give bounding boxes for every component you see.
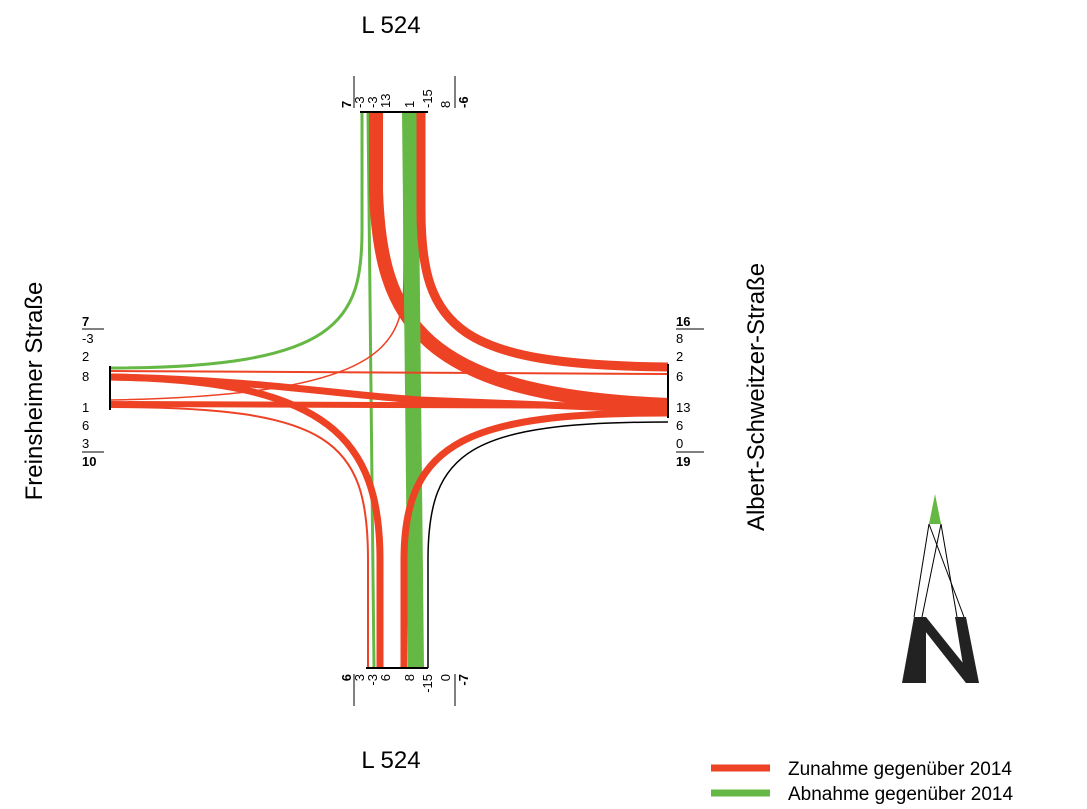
east-in-3: 0 (676, 436, 683, 451)
legend: Zunahme gegenüber 2014 Abnahme gegenüber… (711, 759, 1013, 805)
north-counts: 7 -3 -3 13 1 -15 8 -6 (339, 76, 471, 108)
south-in-3: 0 (438, 674, 453, 681)
flow-north-to-east (369, 112, 669, 412)
south-in-1: 8 (402, 674, 417, 681)
west-total-out: 7 (82, 314, 89, 329)
east-in-1: 13 (676, 400, 690, 415)
north-road-label: L 524 (361, 12, 420, 39)
south-in-2: -15 (420, 674, 435, 693)
east-out-3: 6 (676, 369, 683, 384)
north-total-out: -6 (456, 96, 471, 108)
east-total-in: 19 (676, 454, 690, 469)
east-in-2: 6 (676, 418, 683, 433)
east-out-2: 2 (676, 349, 683, 364)
north-arrow-icon (902, 494, 979, 683)
south-out-3: 6 (378, 674, 393, 681)
flow-east-to-west (109, 401, 669, 409)
south-total-in: -7 (456, 674, 471, 686)
legend-decrease-label: Abnahme gegenüber 2014 (788, 784, 1013, 805)
west-road-label: Freinsheimer Straße (21, 282, 48, 501)
flow-east-to-south (400, 409, 669, 668)
north-out-2: -15 (420, 89, 435, 108)
east-road-label: Albert-Schweitzer-Straße (743, 263, 770, 531)
flow-bands (109, 111, 669, 669)
west-total-in: 10 (82, 454, 96, 469)
south-road-label: L 524 (361, 747, 420, 774)
flow-east-to-north (416, 112, 669, 372)
flow-west-to-south (109, 373, 384, 668)
north-out-3: 8 (438, 101, 453, 108)
east-out-1: 8 (676, 331, 683, 346)
flow-south-to-north (402, 111, 424, 669)
arm-markers (109, 111, 669, 669)
east-total-out: 16 (676, 314, 690, 329)
west-in-3: 3 (82, 436, 89, 451)
west-counts: 7 -3 2 8 1 6 3 10 (82, 314, 104, 469)
flow-west-to-east-thin (109, 370, 669, 375)
west-out-3: 8 (82, 369, 89, 384)
flow-north-to-west (109, 112, 364, 370)
flow-north-to-south-thin (366, 111, 376, 669)
north-total-in: 7 (339, 101, 354, 108)
flow-south-to-east (427, 421, 669, 668)
north-in-1: -3 (352, 96, 367, 108)
south-counts: 6 3 -3 6 8 -15 0 -7 (339, 674, 471, 706)
west-in-1: 1 (82, 400, 89, 415)
north-in-3: 13 (378, 94, 393, 108)
south-out-1: 3 (352, 674, 367, 681)
south-total-out: 6 (339, 674, 354, 681)
west-out-1: -3 (82, 331, 94, 346)
west-in-2: 6 (82, 418, 89, 433)
west-out-2: 2 (82, 349, 89, 364)
south-out-2: -3 (365, 674, 380, 686)
flow-west-to-north-thin (109, 112, 405, 401)
north-out-1: 1 (402, 101, 417, 108)
east-counts: 16 8 2 6 13 6 0 19 (676, 314, 704, 469)
flow-west-to-south-thin (109, 406, 369, 668)
legend-increase-label: Zunahme gegenüber 2014 (788, 759, 1012, 780)
north-in-2: -3 (365, 96, 380, 108)
